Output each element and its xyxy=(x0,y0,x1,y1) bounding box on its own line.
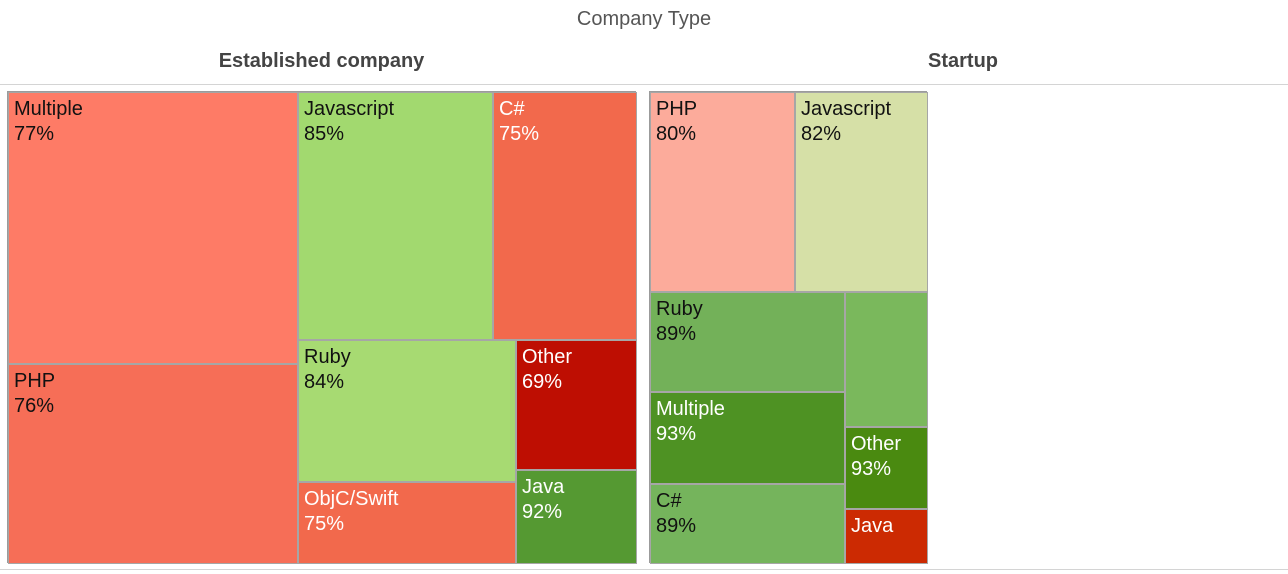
tile-label: Javascript xyxy=(801,98,892,120)
tile-label: PHP xyxy=(656,98,698,120)
tile-label: Ruby xyxy=(304,346,351,368)
treemap-tile-ruby[interactable]: Ruby 84% xyxy=(298,340,516,482)
tile-text: Ruby 84% xyxy=(304,345,351,395)
tile-label: PHP xyxy=(14,370,56,392)
treemap-tile-php[interactable]: PHP 80% xyxy=(650,92,795,292)
tile-text: PHP 80% xyxy=(656,97,697,147)
tile-value: 75% xyxy=(304,513,345,535)
tile-value: 89% xyxy=(656,515,697,537)
tile-label: Javascript xyxy=(304,98,395,120)
tile-value: 93% xyxy=(851,458,892,480)
tile-text: Multiple 77% xyxy=(14,97,83,147)
tile-value: 80% xyxy=(656,123,697,145)
treemap-startup: PHP 80% Javascript 82% Ruby 89% Multiple 93% Oth… xyxy=(649,91,928,564)
panel-header-startup: Startup xyxy=(928,50,998,72)
tile-text: Java 92% xyxy=(522,475,564,525)
tile-value: 92% xyxy=(522,501,563,523)
treemap-tile-unlabeled[interactable] xyxy=(845,292,928,427)
tile-label: Other xyxy=(851,433,902,455)
tile-text: ObjC/Swift 75% xyxy=(304,487,398,537)
header-divider xyxy=(0,84,1288,85)
treemap-tile-other[interactable]: Other 93% xyxy=(845,427,928,509)
tile-text: Java xyxy=(851,514,893,539)
tile-value: 69% xyxy=(522,371,563,393)
tile-text: Javascript 85% xyxy=(304,97,394,147)
tile-label: Other xyxy=(522,346,573,368)
treemap-tile-javascript[interactable]: Javascript 82% xyxy=(795,92,928,292)
treemap-tile-php[interactable]: PHP 76% xyxy=(8,364,298,564)
tile-text: Other 69% xyxy=(522,345,572,395)
treemap-tile-objc-swift[interactable]: ObjC/Swift 75% xyxy=(298,482,516,564)
treemap-tile-multiple[interactable]: Multiple 93% xyxy=(650,392,845,484)
chart-title: Company Type xyxy=(576,8,712,30)
treemap-established: Multiple 77% PHP 76% Javascript 85% C# 75% Ruby 8… xyxy=(7,91,637,564)
tile-label: Java xyxy=(522,476,565,498)
tile-value: 85% xyxy=(304,123,345,145)
tile-label: ObjC/Swift xyxy=(304,488,399,510)
tile-text: C# 75% xyxy=(499,97,539,147)
tile-label: Ruby xyxy=(656,298,703,320)
tile-text: Other 93% xyxy=(851,432,901,482)
treemap-tile-other[interactable]: Other 69% xyxy=(516,340,637,470)
tile-label: Multiple xyxy=(14,98,83,120)
treemap-tile-ruby[interactable]: Ruby 89% xyxy=(650,292,845,392)
treemap-tile-java[interactable]: Java xyxy=(845,509,928,564)
tile-value: 77% xyxy=(14,123,55,145)
tile-label: C# xyxy=(656,490,682,512)
tile-label: Multiple xyxy=(656,398,725,420)
tile-value: 75% xyxy=(499,123,540,145)
tile-value: 76% xyxy=(14,395,55,417)
tile-label: Java xyxy=(851,515,894,537)
tile-label: C# xyxy=(499,98,525,120)
tile-text: Multiple 93% xyxy=(656,397,725,447)
panel-header-established: Established company xyxy=(218,50,425,72)
treemap-tile-c[interactable]: C# 89% xyxy=(650,484,845,564)
treemap-tile-java[interactable]: Java 92% xyxy=(516,470,637,564)
tile-value: 84% xyxy=(304,371,345,393)
treemap-tile-javascript[interactable]: Javascript 85% xyxy=(298,92,493,340)
treemap-tile-multiple[interactable]: Multiple 77% xyxy=(8,92,298,364)
treemap-tile-c[interactable]: C# 75% xyxy=(493,92,637,340)
tile-value: 82% xyxy=(801,123,842,145)
tile-text: PHP 76% xyxy=(14,369,55,419)
tile-value: 89% xyxy=(656,323,697,345)
tile-text: C# 89% xyxy=(656,489,696,539)
tile-text: Javascript 82% xyxy=(801,97,891,147)
tile-value: 93% xyxy=(656,423,697,445)
bottom-divider xyxy=(0,569,1288,570)
tile-text: Ruby 89% xyxy=(656,297,703,347)
